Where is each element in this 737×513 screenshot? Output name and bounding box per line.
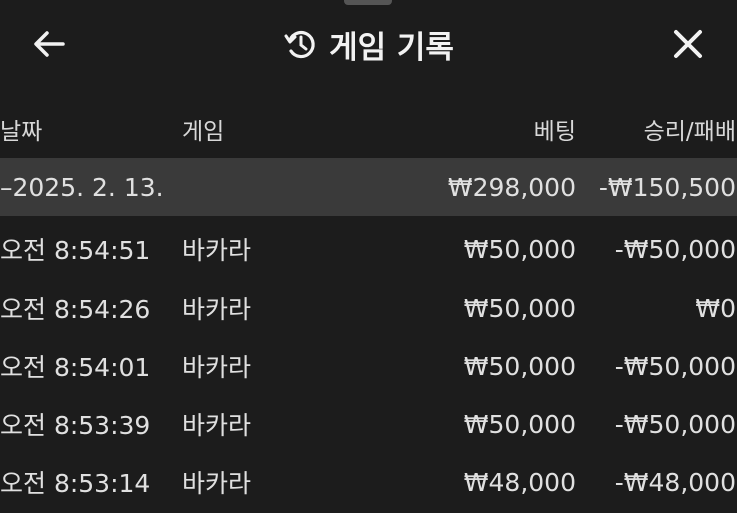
column-header-game[interactable]: 게임 bbox=[182, 119, 225, 145]
column-header-date[interactable]: 날짜 bbox=[0, 119, 43, 145]
drag-handle[interactable] bbox=[344, 0, 392, 5]
row-result: ₩0 bbox=[695, 293, 736, 323]
row-result: -₩50,000 bbox=[614, 409, 736, 439]
row-bet: ₩50,000 bbox=[463, 351, 576, 381]
table-row[interactable]: 오전 8:53:39 바카라 ₩50,000 -₩50,000 bbox=[0, 395, 737, 453]
group-date: –2025. 2. 13. bbox=[0, 172, 164, 202]
row-time: 오전 8:54:01 bbox=[0, 353, 151, 382]
row-time: 오전 8:53:39 bbox=[0, 411, 151, 440]
row-result: -₩48,000 bbox=[614, 467, 736, 497]
row-bet: ₩50,000 bbox=[463, 409, 576, 439]
date-group-row[interactable]: –2025. 2. 13. ₩298,000 -₩150,500 bbox=[0, 158, 737, 216]
table-row[interactable]: 오전 8:53:14 바카라 ₩48,000 -₩48,000 bbox=[0, 453, 737, 511]
row-game: 바카라 bbox=[182, 469, 252, 498]
close-button[interactable] bbox=[666, 22, 710, 66]
history-icon bbox=[284, 30, 315, 59]
row-game: 바카라 bbox=[182, 295, 252, 324]
table-row[interactable]: 오전 8:54:01 바카라 ₩50,000 -₩50,000 bbox=[0, 337, 737, 395]
row-time: 오전 8:54:26 bbox=[0, 295, 151, 324]
row-bet: ₩50,000 bbox=[463, 293, 576, 323]
page-title: 게임 기록 bbox=[329, 29, 454, 66]
row-time: 오전 8:53:14 bbox=[0, 469, 151, 498]
row-game: 바카라 bbox=[182, 236, 252, 265]
page-title-bar: 게임 기록 bbox=[0, 20, 737, 68]
group-bet-total: ₩298,000 bbox=[447, 172, 576, 202]
table-header: 날짜 게임 베팅 승리/패배 bbox=[0, 112, 737, 146]
group-result-total: -₩150,500 bbox=[598, 172, 736, 202]
row-bet: ₩48,000 bbox=[463, 467, 576, 497]
close-icon bbox=[674, 30, 702, 58]
column-header-result[interactable]: 승리/패배 bbox=[643, 119, 736, 145]
row-result: -₩50,000 bbox=[614, 351, 736, 381]
row-time: 오전 8:54:51 bbox=[0, 236, 151, 265]
back-button[interactable] bbox=[27, 22, 71, 66]
arrow-left-icon bbox=[34, 31, 65, 57]
column-header-bet[interactable]: 베팅 bbox=[533, 119, 576, 145]
table-row[interactable]: 오전 8:54:51 바카라 ₩50,000 -₩50,000 bbox=[0, 220, 737, 278]
row-result: -₩50,000 bbox=[614, 234, 736, 264]
row-bet: ₩50,000 bbox=[463, 234, 576, 264]
table-row[interactable]: 오전 8:54:26 바카라 ₩50,000 ₩0 bbox=[0, 279, 737, 337]
row-game: 바카라 bbox=[182, 411, 252, 440]
row-game: 바카라 bbox=[182, 353, 252, 382]
